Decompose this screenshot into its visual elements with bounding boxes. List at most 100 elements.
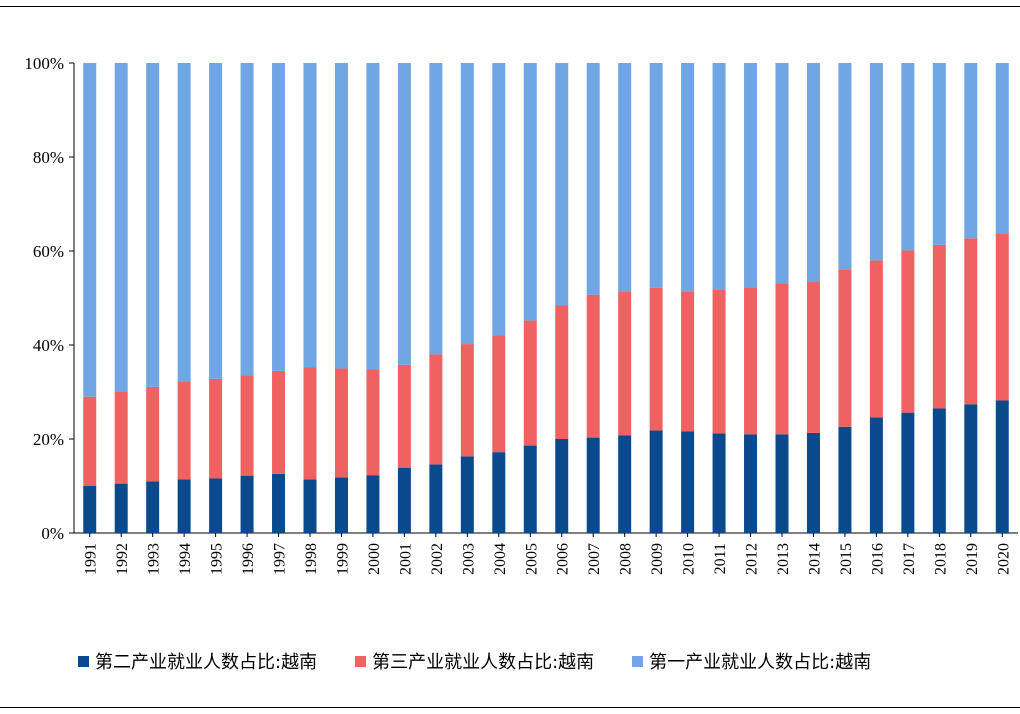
bar-segment-secondary-1991	[83, 486, 97, 533]
bar-segment-tertiary-2010	[681, 291, 695, 432]
x-tick-label: 2002	[429, 543, 446, 575]
bar-segment-primary-2007	[586, 63, 600, 295]
bar-segment-primary-1998	[303, 63, 317, 368]
bar-segment-secondary-2004	[492, 452, 506, 533]
bar-segment-tertiary-2008	[618, 291, 632, 436]
x-tick-label: 2013	[775, 543, 792, 575]
bar-segment-primary-2002	[429, 63, 443, 355]
bar-segment-primary-2011	[712, 63, 726, 291]
bar-segment-primary-1993	[146, 63, 160, 387]
bar-segment-tertiary-1998	[303, 367, 317, 480]
x-tick-label: 2001	[397, 543, 414, 575]
bar-segment-tertiary-2002	[429, 354, 443, 465]
x-tick-label: 1993	[146, 543, 163, 575]
bar-segment-tertiary-2017	[901, 250, 915, 413]
bar-segment-secondary-1998	[303, 479, 317, 533]
bar-segment-secondary-2008	[618, 435, 632, 533]
legend-swatch-primary	[632, 655, 644, 667]
bar-segment-primary-1997	[272, 63, 286, 371]
bar-segment-secondary-2017	[901, 412, 915, 533]
x-tick-label: 2012	[744, 543, 761, 575]
x-tick-label: 2009	[649, 543, 666, 575]
x-tick-label: 2010	[681, 543, 698, 575]
legend-swatch-secondary	[78, 655, 89, 667]
x-tick-label: 1995	[209, 543, 226, 575]
bar-segment-primary-1999	[334, 63, 348, 369]
bar-segment-tertiary-2001	[397, 364, 411, 468]
bar-segment-tertiary-1992	[114, 392, 128, 484]
x-tick-label: 2015	[838, 543, 855, 575]
bar-segment-secondary-2003	[460, 456, 474, 533]
bar-segment-tertiary-2003	[460, 344, 474, 457]
legend: 第二产业就业人数占比:越南 第三产业就业人数占比:越南 第一产业就业人数占比:越…	[78, 648, 871, 674]
bar-segment-primary-1991	[83, 63, 97, 397]
bar-segment-tertiary-1996	[240, 375, 254, 476]
y-tick-label: 60%	[33, 242, 64, 261]
x-tick-label: 2003	[460, 543, 477, 575]
bar-segment-primary-2018	[932, 63, 946, 245]
bar-segment-primary-2015	[838, 63, 852, 270]
bar-segment-tertiary-1995	[209, 378, 223, 479]
bar-segment-tertiary-1991	[83, 396, 97, 486]
bar-segment-secondary-2007	[586, 437, 600, 533]
bar-segment-secondary-2016	[869, 417, 883, 533]
legend-label-primary: 第一产业就业人数占比:越南	[649, 652, 872, 673]
bar-segment-tertiary-1999	[334, 368, 348, 478]
legend-item-tertiary: 第三产业就业人数占比:越南	[355, 648, 594, 674]
x-tick-label: 2005	[523, 543, 540, 575]
x-tick-label: 1998	[303, 543, 320, 575]
x-tick-label: 2011	[712, 543, 729, 574]
bar-segment-tertiary-2014	[806, 281, 820, 433]
bar-segment-tertiary-2015	[838, 269, 852, 427]
legend-item-secondary: 第二产业就业人数占比:越南	[78, 648, 317, 674]
bar-segment-secondary-2020	[995, 400, 1009, 533]
bar-segment-primary-2005	[523, 63, 537, 321]
bar-segment-primary-2009	[649, 63, 663, 288]
bar-segment-tertiary-2006	[555, 305, 569, 439]
legend-swatch-tertiary	[355, 655, 367, 667]
y-tick-label: 0%	[41, 524, 64, 543]
x-tick-label: 1997	[272, 543, 289, 575]
bar-segment-secondary-2019	[964, 404, 978, 533]
bar-segment-primary-1996	[240, 63, 254, 376]
x-tick-label: 2007	[586, 543, 603, 575]
bar-segment-secondary-1992	[114, 483, 128, 533]
x-tick-label: 1994	[177, 543, 194, 575]
bar-segment-tertiary-2000	[366, 369, 380, 476]
bar-segment-primary-1994	[177, 63, 191, 382]
y-tick-label: 20%	[33, 430, 64, 449]
x-tick-label: 2006	[555, 543, 572, 575]
bar-segment-primary-2000	[366, 63, 380, 370]
legend-label-tertiary: 第三产业就业人数占比:越南	[372, 652, 595, 673]
bar-segment-secondary-1994	[177, 479, 191, 533]
bar-segment-primary-2017	[901, 63, 915, 251]
x-tick-label: 1996	[240, 543, 257, 575]
x-tick-label: 2017	[901, 543, 918, 575]
legend-label-secondary: 第二产业就业人数占比:越南	[95, 652, 318, 673]
bar-segment-primary-2010	[681, 63, 695, 292]
bar-segment-primary-2003	[460, 63, 474, 345]
bar-segment-tertiary-1994	[177, 381, 191, 480]
bar-segment-primary-2001	[397, 63, 411, 365]
legend-item-primary: 第一产业就业人数占比:越南	[632, 648, 871, 674]
bar-segment-secondary-1993	[146, 481, 160, 533]
bar-segment-secondary-2000	[366, 475, 380, 533]
bar-segment-secondary-2009	[649, 430, 663, 533]
bar-segment-primary-2006	[555, 63, 569, 306]
bar-segment-secondary-1999	[334, 477, 348, 533]
bar-segment-primary-2012	[744, 63, 758, 288]
bottom-rule	[0, 707, 1020, 708]
bar-segment-primary-1995	[209, 63, 223, 379]
x-tick-label: 2004	[492, 543, 509, 575]
bar-segment-secondary-1997	[272, 473, 286, 533]
x-tick-label: 2018	[932, 543, 949, 575]
bar-segment-secondary-2005	[523, 445, 537, 533]
x-tick-label: 2000	[366, 543, 383, 575]
x-tick-label: 1992	[114, 543, 131, 575]
y-tick-label: 40%	[33, 336, 64, 355]
x-tick-label: 2019	[964, 543, 981, 575]
bar-segment-primary-1992	[114, 63, 128, 392]
bar-segment-secondary-2006	[555, 439, 569, 533]
bar-segment-secondary-2011	[712, 433, 726, 533]
